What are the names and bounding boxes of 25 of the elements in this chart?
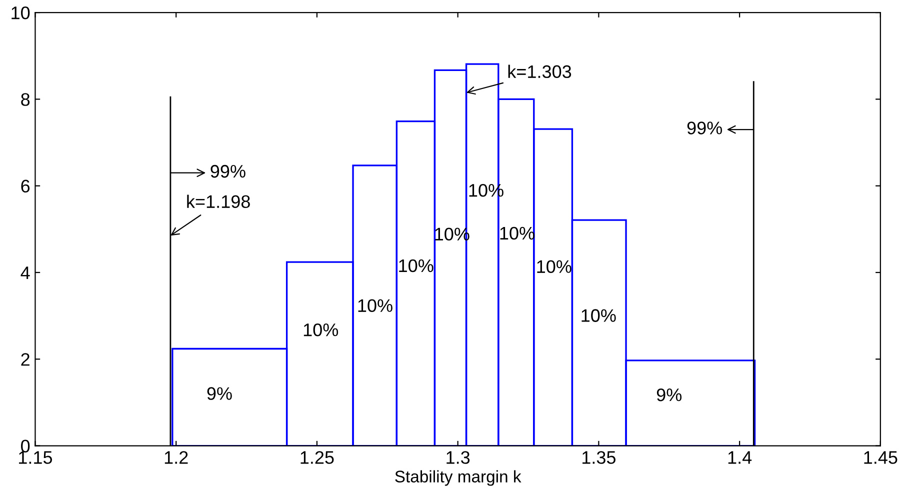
annotation: 10% [537, 260, 572, 273]
annotation: 99% [687, 122, 722, 134]
y-tick-label: 2 [21, 353, 30, 366]
annotation: 10% [582, 309, 616, 322]
y-tick-label: 0 [21, 440, 30, 452]
x-tick-label: 1.2 [164, 451, 188, 464]
annotation: 9% [656, 388, 682, 402]
annotation: 99% [210, 164, 246, 178]
x-tick-label: 1.45 [864, 451, 898, 464]
x-tick-label: 1.3 [446, 451, 470, 464]
x-axis-title: Stability margin k [395, 470, 522, 486]
y-tick-label: 10 [12, 6, 30, 20]
annotation: 9% [207, 387, 232, 400]
annotation: k=1.303 [508, 64, 572, 78]
annotation: 10% [399, 259, 434, 272]
annotation: 10% [358, 299, 392, 312]
annotation: 10% [304, 323, 338, 336]
y-tick-label: 8 [21, 93, 30, 106]
x-tick-label: 1.25 [300, 451, 334, 464]
x-tick-label: 1.4 [728, 451, 752, 464]
y-tick-label: 4 [20, 266, 30, 280]
x-tick-label: 1.35 [582, 451, 616, 464]
annotation: k=1.198 [187, 194, 250, 208]
y-tick-label: 6 [21, 180, 30, 193]
x-tick-label: 1.15 [19, 451, 52, 464]
